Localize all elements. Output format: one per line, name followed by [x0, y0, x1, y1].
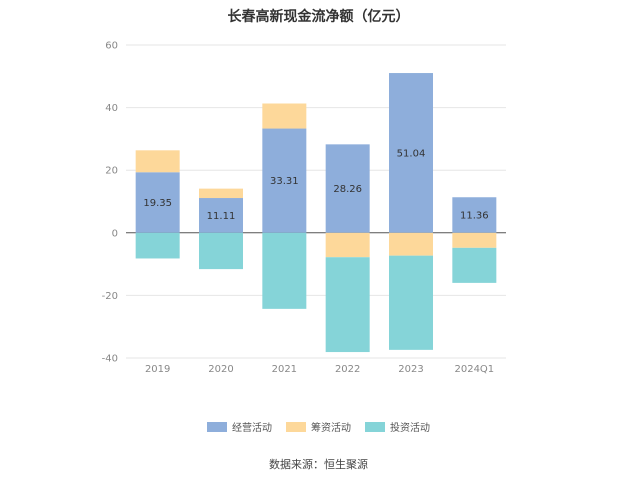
legend-swatch-operating [207, 421, 227, 432]
bar-investing-2019 [135, 232, 180, 259]
x-tick-label: 2020 [208, 364, 233, 375]
legend-item-investing[interactable]: 投资活动 [365, 419, 430, 434]
legend-label-operating: 经营活动 [232, 423, 272, 434]
bar-operating-2024Q1 [452, 197, 497, 233]
chart-title: 长春高新现金流净额（亿元） [227, 9, 410, 25]
y-tick-label: 40 [105, 103, 118, 114]
data-label: 51.04 [397, 148, 426, 159]
bar-operating-2022 [325, 144, 370, 233]
bar-financing-2022 [325, 232, 370, 258]
legend-label-investing: 投资活动 [390, 423, 430, 434]
legend-label-financing: 筹资活动 [311, 423, 351, 434]
bar-financing-2019 [135, 150, 180, 173]
legend-swatch-financing [286, 421, 306, 432]
source-note: 数据来源：恒生聚源 [269, 458, 368, 471]
legend-item-financing[interactable]: 筹资活动 [286, 419, 351, 434]
data-label: 11.36 [460, 211, 489, 222]
bar-investing-2023 [389, 255, 433, 350]
legend-item-operating[interactable]: 经营活动 [207, 419, 272, 434]
y-tick-label: -40 [102, 354, 118, 365]
x-tick-label: 2023 [398, 364, 423, 375]
bar-financing-2020 [199, 188, 243, 199]
y-tick-label: 20 [105, 166, 118, 177]
y-tick-label: -20 [102, 291, 118, 302]
bar-investing-2021 [262, 232, 307, 309]
legend: 经营活动 筹资活动 投资活动 [0, 419, 637, 434]
data-label: 19.35 [143, 198, 172, 209]
x-tick-label: 2024Q1 [454, 364, 494, 375]
data-label: 33.31 [270, 176, 299, 187]
bar-financing-2024Q1 [452, 232, 497, 248]
bar-operating-2019 [135, 172, 180, 233]
bar-operating-2023 [389, 73, 433, 233]
data-label: 11.11 [207, 211, 236, 222]
bar-investing-2022 [325, 257, 370, 353]
legend-swatch-investing [365, 421, 385, 432]
y-tick-label: 0 [112, 228, 118, 239]
y-tick-label: 60 [105, 41, 118, 52]
data-label: 28.26 [333, 184, 362, 195]
x-tick-label: 2022 [335, 364, 360, 375]
bar-operating-2021 [262, 128, 307, 233]
x-tick-label: 2021 [272, 364, 297, 375]
bar-operating-2020 [199, 198, 243, 233]
bar-financing-2023 [389, 232, 433, 256]
x-tick-label: 2019 [145, 364, 170, 375]
bar-financing-2021 [262, 103, 307, 129]
bar-investing-2020 [199, 232, 243, 270]
bar-investing-2024Q1 [452, 247, 497, 283]
